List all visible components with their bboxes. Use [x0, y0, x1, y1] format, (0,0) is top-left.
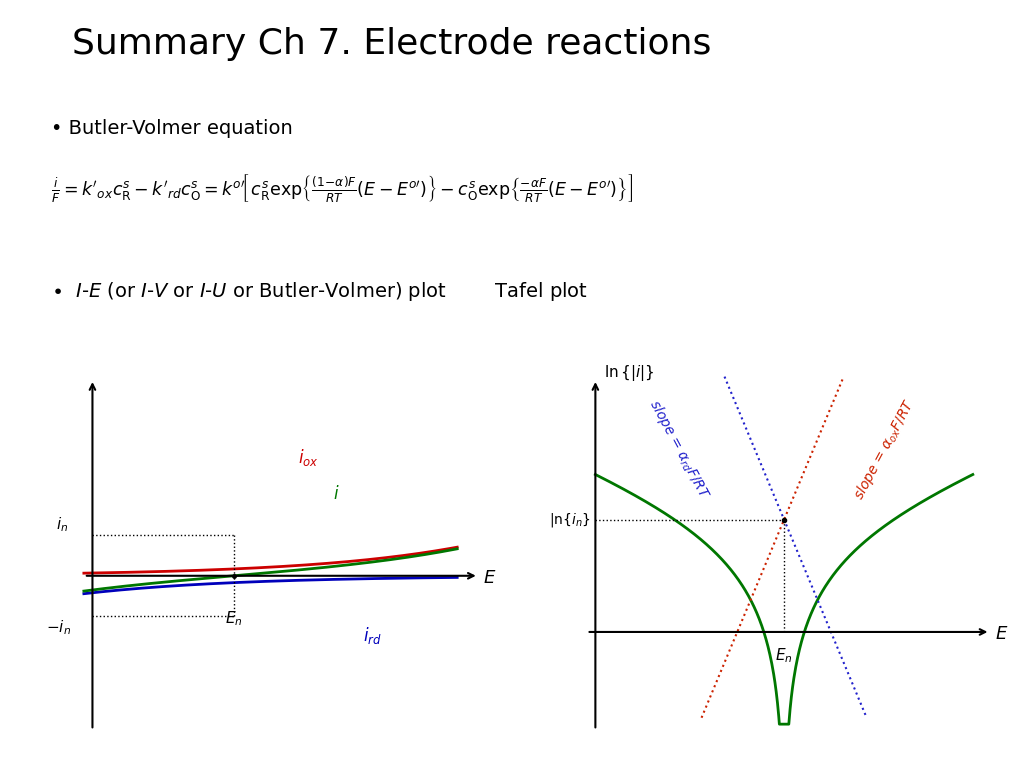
Text: $E_n$: $E_n$: [775, 646, 793, 664]
Text: $E$: $E$: [483, 568, 497, 587]
Text: • Butler-Volmer equation: • Butler-Volmer equation: [51, 119, 293, 138]
Text: Summary Ch 7. Electrode reactions: Summary Ch 7. Electrode reactions: [72, 27, 711, 61]
Text: $i_n$: $i_n$: [56, 515, 69, 534]
Text: $-i_n$: $-i_n$: [46, 618, 71, 637]
Text: $i_{rd}$: $i_{rd}$: [362, 624, 382, 646]
Text: $E_n$: $E_n$: [225, 609, 243, 627]
Text: $|\mathrm{n}\{i_n\}$: $|\mathrm{n}\{i_n\}$: [549, 511, 591, 528]
Text: $i$: $i$: [333, 485, 339, 502]
Text: $\ln\{|i|\}$: $\ln\{|i|\}$: [604, 362, 654, 382]
Text: slope = $\alpha_{rd}F/RT$: slope = $\alpha_{rd}F/RT$: [645, 396, 713, 502]
Text: $\bullet$  $\it{I}$$\text{-}$$\it{E}$ (or $\it{I}$-$\it{V}$ or $\it{I}$-$\it{U}$: $\bullet$ $\it{I}$$\text{-}$$\it{E}$ (or…: [51, 280, 588, 303]
Text: $i_{ox}$: $i_{ox}$: [298, 448, 319, 468]
Text: $E$: $E$: [994, 624, 1008, 643]
Text: $\frac{i}{F} = k'_{ox}c^s_{\rm R} - k'_{rd}c^s_{\rm O} = k^{o\prime}\!\left[\,c^: $\frac{i}{F} = k'_{ox}c^s_{\rm R} - k'_{…: [51, 173, 634, 205]
Text: slope = $\alpha_{ox}F/RT$: slope = $\alpha_{ox}F/RT$: [851, 396, 920, 503]
